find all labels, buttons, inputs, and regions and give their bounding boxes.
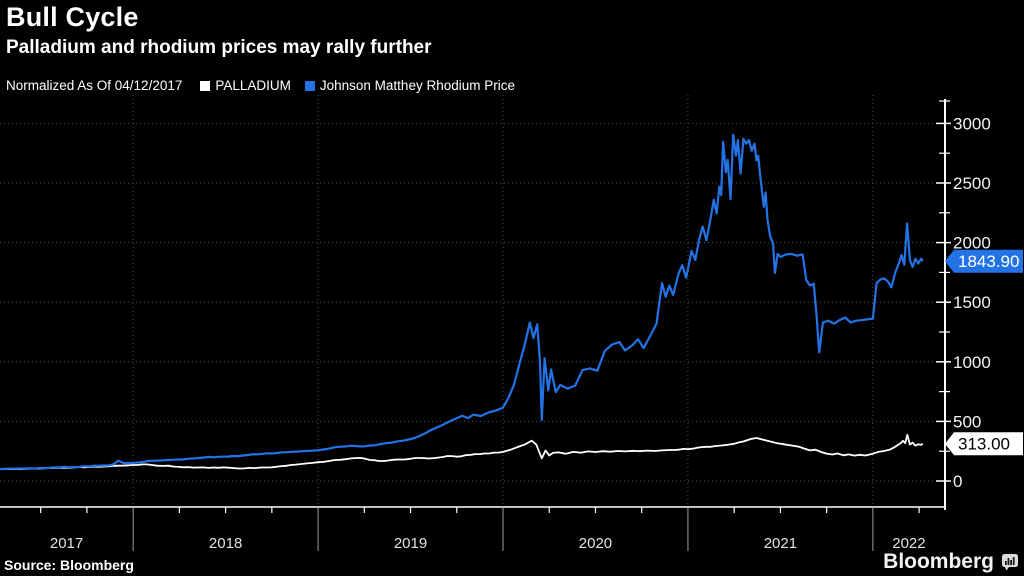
bloomberg-logo-text: Bloomberg: [883, 550, 994, 573]
y-tick-label: 3000: [953, 114, 991, 133]
bloomberg-logo: Bloomberg: [883, 550, 1019, 574]
y-tick-label: 2500: [953, 174, 991, 193]
source-note: Source: Bloomberg: [4, 557, 134, 573]
x-year-label: 2017: [50, 535, 83, 552]
x-year-label: 2019: [394, 535, 427, 552]
x-year-label: 2018: [209, 535, 242, 552]
chart-subtitle: Palladium and rhodium prices may rally f…: [6, 37, 432, 58]
palladium-price-tag: [945, 432, 1023, 456]
rhodium-price-tag-label: 1843.90: [958, 252, 1019, 271]
x-year-label: 2020: [579, 535, 612, 552]
legend-label-rhodium: Johnson Matthey Rhodium Price: [319, 78, 515, 93]
y-tick-label: 1500: [953, 293, 991, 312]
rhodium-swatch-icon: [304, 80, 315, 91]
legend-note: Normalized As Of 04/12/2017: [6, 78, 183, 93]
y-tick-label: 2000: [953, 234, 991, 253]
palladium-swatch-icon: [200, 80, 211, 91]
x-year-label: 2021: [764, 535, 797, 552]
y-tick-label: 1000: [953, 353, 991, 372]
rhodium-line: [0, 133, 924, 471]
palladium-price-tag-label: 313.00: [958, 435, 1010, 454]
legend-label-palladium: PALLADIUM: [215, 78, 291, 93]
legend-item-palladium: PALLADIUM: [200, 78, 291, 93]
x-year-label: 2022: [892, 535, 925, 552]
bloomberg-terminal-icon: [1002, 554, 1018, 571]
chart-legend: Normalized As Of 04/12/2017 PALLADIUM Jo…: [6, 78, 529, 93]
chart-title: Bull Cycle: [6, 2, 139, 32]
legend-item-rhodium: Johnson Matthey Rhodium Price: [304, 78, 515, 93]
palladium-line: [0, 433, 924, 471]
rhodium-price-tag: [945, 249, 1023, 273]
y-tick-label: 500: [953, 412, 981, 431]
y-tick-label: 0: [953, 472, 962, 491]
